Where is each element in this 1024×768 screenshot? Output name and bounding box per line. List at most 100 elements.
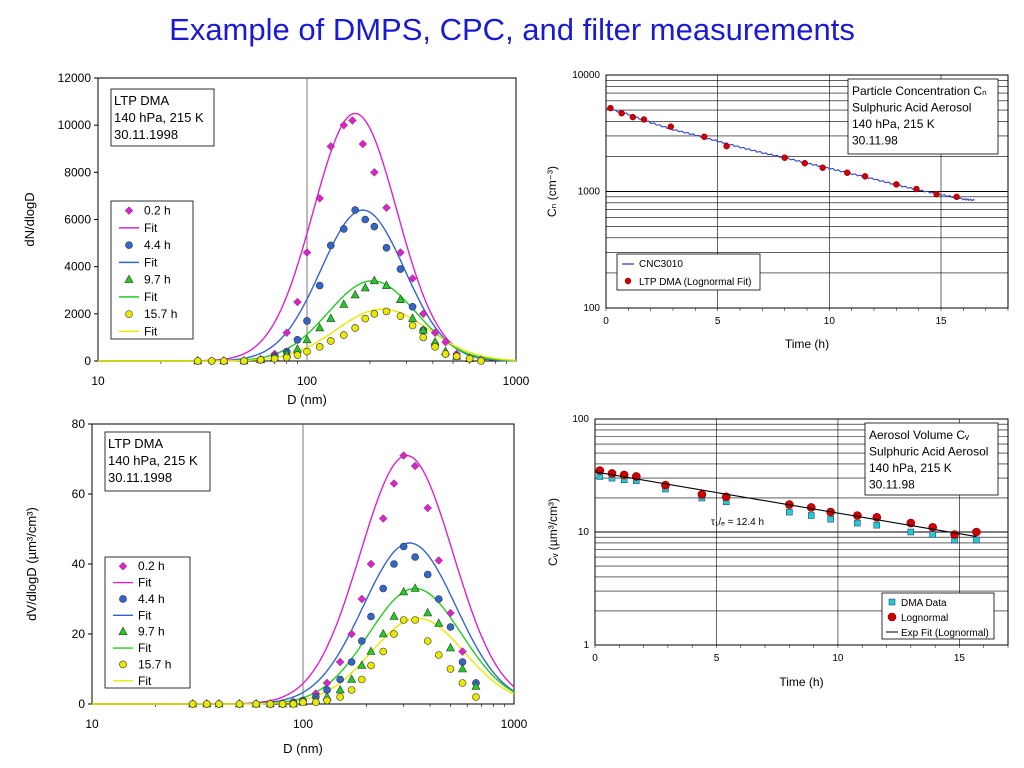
data-point <box>408 302 417 311</box>
legend-label: Fit <box>144 290 158 304</box>
data-point <box>893 181 900 188</box>
data-point <box>315 193 325 203</box>
data-point <box>873 521 881 529</box>
data-point <box>396 312 405 320</box>
data-point <box>299 698 307 707</box>
data-point <box>389 479 399 488</box>
info-box <box>110 88 215 147</box>
data-point <box>950 530 959 539</box>
data-point <box>434 595 443 603</box>
chart-dv: 10 100 1000 0 20 40 60 80 dV/dlogD (µm³/cm³) D (n… <box>24 417 528 756</box>
legend-label: 0.2 h <box>144 204 171 218</box>
x-tick-label: 1000 <box>503 374 530 388</box>
y-tick-label: 100 <box>583 303 600 314</box>
legend-marker <box>124 206 134 215</box>
y-tick-label: 12000 <box>58 71 92 85</box>
data-point <box>270 354 279 363</box>
data-point <box>786 508 793 516</box>
data-point <box>907 528 915 536</box>
data-point <box>434 651 443 659</box>
data-point <box>929 531 936 538</box>
y-tick-label: 40 <box>72 557 86 571</box>
data-point <box>207 357 216 365</box>
data-point <box>629 113 637 121</box>
y-tick-label: 80 <box>72 417 86 431</box>
y-tick-label: 20 <box>72 627 86 641</box>
legend-box <box>881 592 995 640</box>
data-point <box>339 299 349 308</box>
data-point <box>390 560 398 568</box>
legend-label: 4.4 h <box>138 592 165 606</box>
data-point <box>215 700 223 708</box>
data-point <box>326 313 336 322</box>
data-point <box>302 248 312 257</box>
data-point <box>618 109 625 117</box>
data-point <box>953 193 960 201</box>
x-axis-label: D (nm) <box>283 741 323 756</box>
data-point <box>972 527 981 537</box>
legend-box <box>110 200 194 340</box>
data-point <box>607 104 614 112</box>
legend-label: Fit <box>138 641 152 655</box>
legend-label: 4.4 h <box>144 238 171 252</box>
legend-box <box>104 556 191 689</box>
data-point <box>458 647 467 656</box>
legend-marker <box>125 310 133 318</box>
data-point <box>202 700 211 708</box>
y-tick-label: 10000 <box>572 70 600 81</box>
data-point <box>697 490 707 499</box>
data-point <box>278 700 287 708</box>
legend-marker <box>119 595 127 603</box>
data-point <box>315 343 324 351</box>
data-point <box>408 313 418 322</box>
y-tick-label: 6000 <box>64 213 91 227</box>
data-point <box>256 356 265 364</box>
data-point <box>861 173 869 180</box>
data-point <box>434 556 444 565</box>
data-point <box>357 660 367 669</box>
legend-label: Lognormal <box>901 613 948 624</box>
data-point <box>323 696 331 705</box>
data-point <box>452 352 461 361</box>
data-point <box>315 281 324 290</box>
data-point <box>327 241 335 250</box>
data-point <box>423 570 432 579</box>
legend-label: Fit <box>138 608 152 622</box>
legend-label: 0.2 h <box>138 559 165 573</box>
data-point <box>350 289 360 299</box>
data-point <box>335 657 345 667</box>
legend-label: Fit <box>144 255 158 269</box>
data-point <box>827 515 834 523</box>
data-point <box>390 630 398 638</box>
y-axis-label: dV/dlogD (µm³/cm³) <box>24 507 39 621</box>
y-tick-label: 1 <box>583 640 589 651</box>
y-tick-label: 60 <box>72 487 86 501</box>
x-tick-label: 5 <box>715 316 721 327</box>
data-point <box>423 607 433 617</box>
data-point <box>933 190 940 198</box>
data-point <box>457 663 467 673</box>
legend-label: Exp Fit (Lognormal) <box>901 628 989 639</box>
data-point <box>396 265 405 273</box>
info-box <box>104 431 211 492</box>
data-point <box>418 325 428 334</box>
legend-label: Fit <box>138 576 152 590</box>
y-tick-label: 4000 <box>64 260 91 274</box>
info-text: Particle Concentration Cₙ <box>852 84 987 98</box>
data-point <box>399 616 408 624</box>
legend-marker <box>124 274 134 283</box>
data-point <box>379 647 388 656</box>
data-point <box>339 120 349 130</box>
data-point <box>446 623 455 631</box>
info-box <box>864 422 999 496</box>
legend-label: 9.7 h <box>144 273 171 287</box>
data-point <box>220 357 228 365</box>
data-point <box>369 275 379 285</box>
data-point <box>303 347 311 356</box>
data-point <box>806 503 816 512</box>
exp-fit-line <box>594 471 977 538</box>
data-point <box>370 222 379 231</box>
legend-label: LTP DMA (Lognormal Fit) <box>639 277 751 288</box>
info-text: 30.11.1998 <box>114 127 178 142</box>
data-point <box>240 357 248 365</box>
